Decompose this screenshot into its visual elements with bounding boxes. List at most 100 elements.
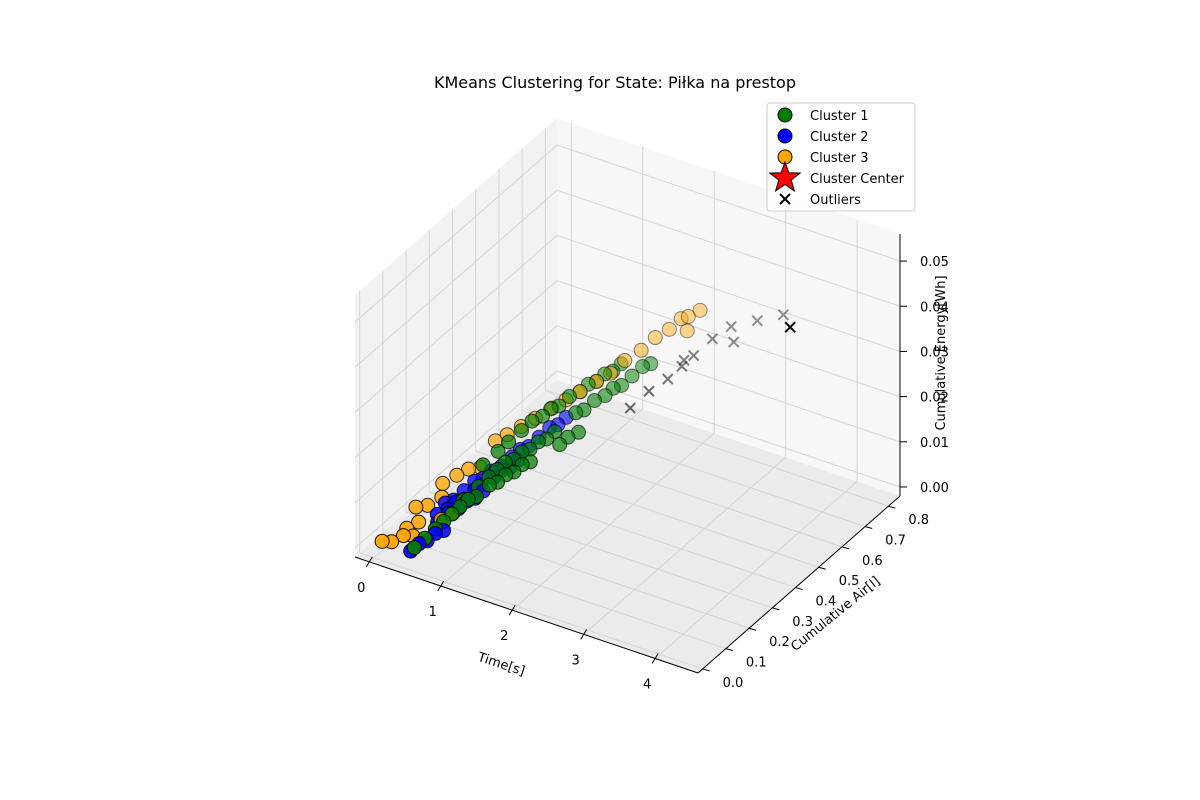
- grid-line-y: [429, 491, 773, 609]
- x-icon: [779, 193, 791, 205]
- y-tick-label: 0.8: [908, 513, 929, 528]
- y-tick: [888, 505, 896, 509]
- cluster-1-point: [513, 423, 529, 439]
- cluster-3-point: [395, 528, 411, 544]
- x-mark: [727, 336, 740, 348]
- legend-item-cluster-2-marker: [777, 128, 793, 144]
- cluster-1-point: [587, 392, 603, 408]
- grid-line-y: [475, 450, 819, 568]
- cluster-3-point: [374, 533, 390, 549]
- cluster-1-point: [635, 359, 651, 375]
- y-tick: [841, 546, 850, 550]
- x-mark: [727, 336, 740, 348]
- grid-line-x: [511, 432, 715, 611]
- outliers-point: [687, 349, 700, 362]
- legend: Cluster 1 Cluster 2 Cluster 3 Cluster Cente…: [766, 102, 916, 212]
- x-tick-label: 2: [500, 629, 508, 644]
- x-mark: [643, 385, 655, 397]
- legend-item-cluster-3-label: Cluster 3: [810, 151, 869, 166]
- legend-frame: [766, 102, 916, 212]
- cluster-3-point: [679, 323, 695, 339]
- x-mark: [784, 321, 796, 333]
- cluster-3-point: [680, 309, 696, 325]
- cluster-3-point: [435, 475, 451, 491]
- y-tick: [818, 566, 826, 570]
- outliers-point: [676, 360, 688, 372]
- z-tick-label: 0.01: [920, 436, 949, 451]
- outliers-point: [624, 402, 636, 414]
- z-tick-label: 0.03: [920, 345, 949, 360]
- grid-line-z: [556, 280, 901, 398]
- legend-item-cluster-3: Cluster 3: [777, 149, 869, 166]
- x-mark: [777, 309, 790, 321]
- grid-line-y: [382, 532, 727, 650]
- z-tick-label: 0.00: [920, 481, 949, 496]
- cluster-3-point: [647, 330, 663, 346]
- legend-item-cluster-1: Cluster 1: [777, 107, 869, 124]
- x-tick: [437, 580, 445, 592]
- outliers-point: [777, 309, 790, 321]
- z-tick-label: 0.05: [920, 255, 949, 270]
- z-tick-label: 0.04: [920, 300, 949, 315]
- grid-line-z: [556, 144, 901, 262]
- cluster-3-point: [617, 352, 633, 368]
- data-points: [374, 302, 796, 559]
- outliers-point: [678, 354, 690, 366]
- legend-item-cluster-center: Cluster Center: [768, 160, 905, 193]
- y-tick-label: 0.1: [746, 656, 767, 671]
- outliers-point: [706, 333, 719, 345]
- cluster-1-point: [490, 443, 506, 459]
- y-tick-label: 0.7: [885, 534, 906, 549]
- cluster-3-point: [408, 499, 424, 515]
- x-tick-label: 3: [572, 653, 580, 668]
- cluster-1-point: [406, 540, 422, 556]
- grid-line-x: [440, 408, 644, 587]
- grid-line-z: [354, 189, 558, 368]
- legend-item-cluster-1-marker: [777, 107, 793, 123]
- grid-line-z: [354, 144, 558, 323]
- y-tick: [725, 648, 733, 652]
- y-tick: [748, 627, 757, 631]
- y-tick-label: 0.2: [769, 635, 790, 650]
- legend-item-cluster-1-label: Cluster 1: [810, 109, 869, 124]
- grid-line-y: [452, 471, 796, 589]
- cluster-3-point: [411, 514, 427, 530]
- grid-line-y: [359, 552, 703, 670]
- x-mark: [706, 333, 719, 345]
- grid-line-z: [354, 280, 558, 458]
- y-tick-label: 0.6: [862, 554, 883, 569]
- y-tick: [865, 526, 873, 529]
- cluster-3-point: [661, 321, 677, 337]
- cluster-1-point: [552, 437, 568, 453]
- x-tick-label: 0: [357, 581, 365, 596]
- x-tick-label: 1: [429, 605, 437, 620]
- x-mark: [751, 314, 763, 327]
- x-mark: [624, 402, 636, 414]
- star-icon: [768, 160, 802, 193]
- grid-line-z: [354, 370, 558, 549]
- legend-item-cluster-center-label: Cluster Center: [810, 172, 905, 187]
- y-tick: [795, 587, 803, 591]
- y-tick-label: 0.5: [839, 574, 860, 589]
- y-tick-label: 0.0: [723, 676, 744, 691]
- outliers-point: [662, 373, 674, 385]
- y-tick: [772, 607, 780, 611]
- left-pane: [355, 118, 557, 557]
- cluster-3-point: [692, 302, 708, 318]
- outliers-point: [725, 320, 737, 333]
- cluster-3-point: [461, 461, 477, 477]
- x-axis-label: Time[s]: [475, 650, 527, 680]
- x-axis-line: [354, 556, 699, 674]
- grid-line-z: [556, 234, 901, 352]
- grid-line-z: [556, 189, 901, 307]
- cluster-1-point: [562, 389, 578, 405]
- x-mark: [687, 349, 700, 362]
- cluster-3-point: [633, 342, 649, 358]
- grid-line-z: [354, 235, 558, 413]
- grid-line-z: [556, 325, 901, 443]
- x-mark: [678, 354, 690, 366]
- outliers-point: [784, 321, 796, 333]
- x-mark: [706, 333, 719, 345]
- grid-line-y: [545, 389, 889, 507]
